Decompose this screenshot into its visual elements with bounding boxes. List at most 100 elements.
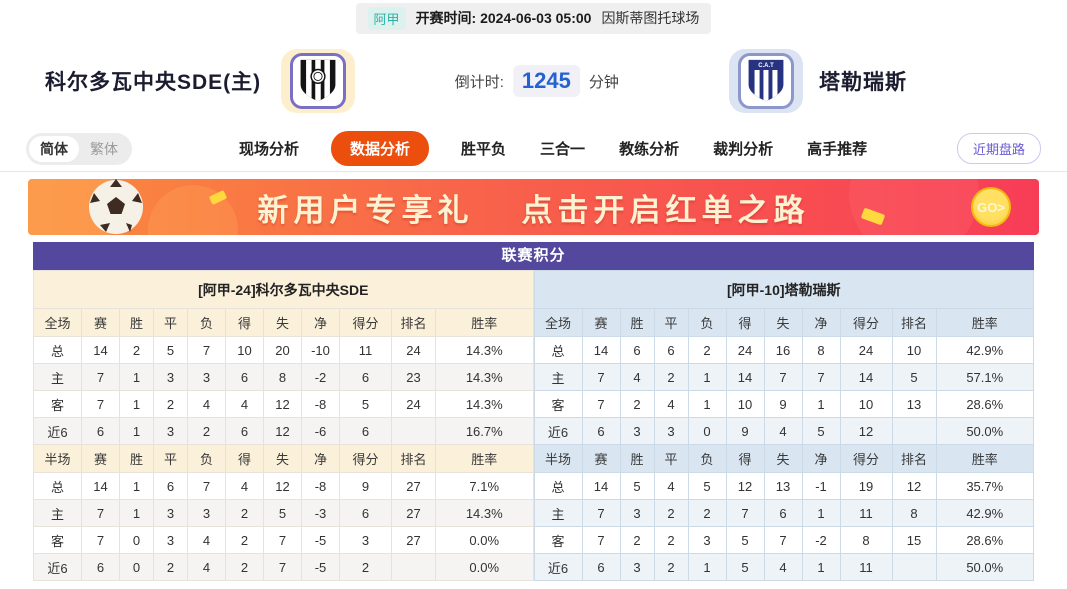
row-label-cell: 近6	[533, 553, 583, 581]
stat-cell: 8	[891, 499, 937, 527]
table-row: 主 7 4 2 1 14 7 7 14 5 57.1%	[533, 363, 1034, 391]
stat-cell: 6	[653, 336, 689, 364]
stat-cell: 0	[119, 526, 154, 554]
stat-cell: 12	[263, 472, 302, 500]
column-header-cell: 平	[653, 308, 689, 337]
stat-cell: 7	[263, 553, 302, 581]
column-header-cell: 平	[153, 308, 188, 337]
tab-three-in-one[interactable]: 三合一	[540, 141, 586, 158]
stat-cell: 0.0%	[435, 553, 534, 581]
stat-cell: 11	[839, 553, 893, 581]
stat-cell: 7	[187, 336, 226, 364]
column-header-cell: 净	[801, 308, 841, 337]
scope-header-cell: 全场	[533, 308, 583, 337]
row-label-cell: 主	[33, 363, 82, 391]
table-row: 客 7 2 4 1 10 9 1 10 13 28.6%	[533, 390, 1034, 418]
stat-cell: 7	[581, 499, 621, 527]
stat-cell: 6	[581, 417, 621, 445]
stat-cell: 4	[225, 390, 264, 418]
stat-cell: 9	[725, 417, 765, 445]
stat-cell: -10	[301, 336, 340, 364]
stat-cell: 6	[763, 499, 803, 527]
banner-decor-circle	[849, 179, 979, 235]
table-row: 近6 6 3 2 1 5 4 1 11 50.0%	[533, 553, 1034, 581]
stat-cell: 2	[653, 526, 689, 554]
stat-cell: 14	[725, 363, 765, 391]
nav-bar: 简体 繁体 现场分析 数据分析 胜平负 三合一 教练分析 裁判分析 高手推荐 近…	[0, 126, 1067, 172]
stat-cell: 2	[619, 390, 655, 418]
column-header-cell: 得	[225, 444, 264, 473]
tab-live-analysis[interactable]: 现场分析	[239, 141, 300, 158]
home-team-logo	[281, 49, 356, 113]
lang-traditional-button[interactable]: 繁体	[90, 140, 118, 157]
stat-cell: 14.3%	[435, 499, 534, 527]
column-header-cell: 净	[801, 444, 841, 473]
column-header-cell: 净	[301, 444, 340, 473]
column-header-cell: 赛	[81, 308, 120, 337]
promo-banner[interactable]: 新用户专享礼 点击开启红单之路 GO>	[28, 179, 1039, 235]
row-label-cell: 总	[33, 336, 82, 364]
stat-cell: -5	[301, 553, 340, 581]
stat-cell: 50.0%	[935, 417, 1034, 445]
stat-cell: 28.6%	[935, 526, 1034, 554]
stat-cell: 6	[81, 417, 120, 445]
stat-cell: 2	[653, 499, 689, 527]
stat-cell: 10	[839, 390, 893, 418]
tab-expert-tips[interactable]: 高手推荐	[807, 141, 868, 158]
stat-cell: 1	[687, 390, 727, 418]
stat-cell: 7	[81, 526, 120, 554]
lang-simplified-button[interactable]: 简体	[29, 135, 79, 162]
away-shield-icon: C.A.T	[748, 59, 784, 102]
stat-cell: 14	[81, 472, 120, 500]
stat-cell: -3	[301, 499, 340, 527]
recent-odds-button[interactable]: 近期盘路	[956, 133, 1041, 164]
stat-cell: 9	[763, 390, 803, 418]
stat-cell: 7	[763, 526, 803, 554]
stat-cell: 8	[263, 363, 302, 391]
stat-cell: 0	[687, 417, 727, 445]
stat-cell: 12	[891, 472, 937, 500]
scope-header-cell: 半场	[533, 444, 583, 473]
team-header: [阿甲-24]科尔多瓦中央SDE	[33, 270, 534, 309]
stat-cell: 6	[225, 363, 264, 391]
table-row: 客 7 0 3 4 2 7 -5 3 27 0.0%	[33, 526, 534, 554]
column-header-row: 全场赛胜平负得失净得分 排名 胜率	[533, 308, 1034, 337]
go-button[interactable]: GO>	[971, 187, 1011, 227]
column-header-cell: 失	[263, 308, 302, 337]
stat-cell: 3	[687, 526, 727, 554]
stat-cell: 4	[187, 526, 226, 554]
row-label-cell: 总	[533, 472, 583, 500]
nav-items: 现场分析 数据分析 胜平负 三合一 教练分析 裁判分析 高手推荐	[237, 131, 869, 166]
stat-cell: -2	[301, 363, 340, 391]
column-header-cell: 排名	[391, 444, 436, 473]
tab-win-draw-lose[interactable]: 胜平负	[461, 141, 507, 158]
stat-cell: 5	[891, 363, 937, 391]
stat-cell: 8	[801, 336, 841, 364]
stat-cell: 12	[263, 417, 302, 445]
away-stats-table: [阿甲-10]塔勒瑞斯 全场赛胜平负得失净得分 排名 胜率总 14 6 6 2 24 16 8 24 1…	[533, 270, 1035, 581]
row-label-cell: 客	[533, 390, 583, 418]
stat-cell: 9	[339, 472, 392, 500]
stat-cell: 27	[391, 472, 436, 500]
stat-cell: 7	[263, 526, 302, 554]
stat-cell: 7.1%	[435, 472, 534, 500]
row-label-cell: 主	[33, 499, 82, 527]
stat-cell: 2	[339, 553, 392, 581]
stat-cell: 7	[725, 499, 765, 527]
column-header-row: 半场赛胜平负得失净得分 排名 胜率	[33, 444, 534, 473]
stat-cell: 23	[391, 363, 436, 391]
tab-referee-analysis[interactable]: 裁判分析	[713, 141, 774, 158]
column-header-cell: 得	[225, 308, 264, 337]
stat-cell: 1	[801, 390, 841, 418]
tab-coach-analysis[interactable]: 教练分析	[619, 141, 680, 158]
away-team-logo: C.A.T	[729, 49, 803, 113]
tab-data-analysis[interactable]: 数据分析	[331, 131, 430, 166]
column-header-cell: 胜率	[935, 444, 1034, 473]
table-row: 总 14 6 6 2 24 16 8 24 10 42.9%	[533, 336, 1034, 364]
table-row: 近6 6 0 2 4 2 7 -5 2 0.0%	[33, 553, 534, 581]
stat-cell: 4	[653, 472, 689, 500]
column-header-cell: 赛	[581, 308, 621, 337]
stat-cell: 7	[801, 363, 841, 391]
stat-cell: 5	[725, 526, 765, 554]
column-header-row: 全场赛胜平负得失净得分 排名 胜率	[33, 308, 534, 337]
